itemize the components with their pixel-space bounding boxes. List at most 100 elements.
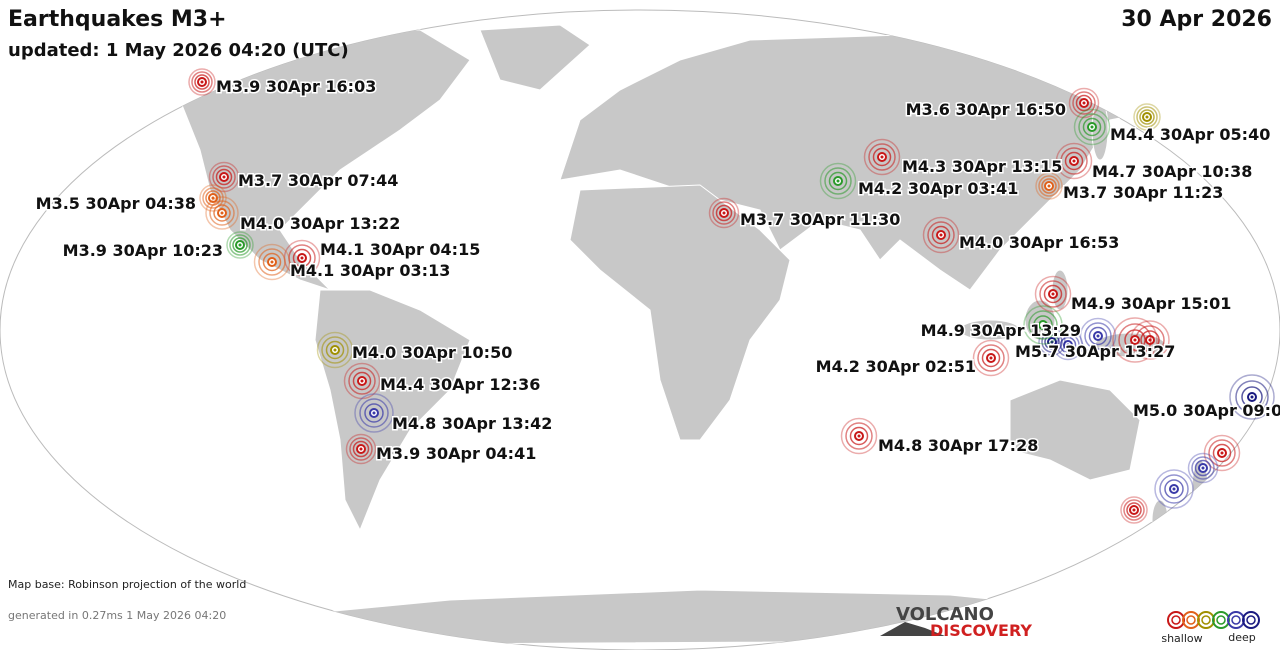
- legend-ring: [1186, 615, 1196, 625]
- quake-label: M3.7 30Apr 07:44: [238, 171, 398, 190]
- quake-core: [222, 175, 226, 179]
- quake-ring: [708, 197, 740, 229]
- quake-ring: [840, 417, 878, 455]
- quake-ring: [359, 398, 389, 428]
- quake-ring: [977, 344, 1005, 372]
- quake-label: M3.9 30Apr 10:23: [63, 241, 223, 260]
- quake: [188, 68, 216, 96]
- quake-core: [300, 256, 304, 260]
- quake-ring: [202, 187, 224, 209]
- quake-ring: [229, 234, 251, 256]
- quake-core: [1096, 334, 1100, 338]
- quake: [226, 231, 254, 259]
- quake-ring: [927, 221, 955, 249]
- quake-ring: [1034, 275, 1072, 313]
- quake-ring: [1078, 113, 1106, 141]
- quake-ring: [1038, 328, 1066, 356]
- quake-ring: [1133, 103, 1161, 131]
- quake-ring: [209, 200, 235, 226]
- quake-ring: [354, 393, 394, 433]
- quake-ring: [343, 362, 381, 400]
- quake-ring: [1123, 499, 1145, 521]
- quake-ring: [1055, 142, 1093, 180]
- quake-label: M4.1 30Apr 04:15: [320, 240, 480, 259]
- quake: [819, 162, 857, 200]
- quake-label: M4.8 30Apr 13:42: [392, 414, 552, 433]
- quake-ring: [1139, 109, 1155, 125]
- quake-label: M3.7 30Apr 11:23: [1063, 183, 1223, 202]
- quake-label: M4.4 30Apr 05:40: [1110, 125, 1270, 144]
- legend-deep: deep: [1228, 631, 1256, 644]
- quake-ring: [1194, 459, 1212, 477]
- quake-ring: [1140, 330, 1160, 350]
- quake-ring: [188, 68, 216, 96]
- quake-core: [1250, 395, 1254, 399]
- quake: [1120, 496, 1148, 524]
- quake-core: [1220, 451, 1224, 455]
- quake-core: [989, 356, 993, 360]
- quake-ring: [1064, 151, 1084, 171]
- quake-ring: [325, 340, 345, 360]
- quake-ring: [348, 367, 376, 395]
- quake-core: [359, 447, 363, 451]
- logo-icon: [880, 622, 945, 636]
- quake-core: [333, 348, 337, 352]
- legend: [1167, 611, 1260, 629]
- quake-ring: [1082, 117, 1102, 137]
- legend-ring: [1227, 611, 1245, 629]
- quake-label: M4.0 30Apr 10:50: [352, 343, 512, 362]
- quake-ring: [1035, 172, 1063, 200]
- quake-ring: [1191, 456, 1215, 480]
- quake-core: [1072, 159, 1076, 163]
- quake-label: M4.0 30Apr 13:22: [240, 214, 400, 233]
- quake: [1055, 142, 1093, 180]
- continents: [108, 24, 1209, 646]
- quake-ring: [1059, 336, 1077, 354]
- quake-ring: [712, 201, 736, 225]
- quake-core: [1133, 338, 1137, 342]
- quake-core: [836, 179, 840, 183]
- quake-label: M5.7 30Apr 13:27: [1015, 342, 1175, 361]
- quake: [1079, 317, 1117, 355]
- quake: [1130, 320, 1170, 360]
- legend-shallow: shallow: [1161, 632, 1202, 645]
- map-base: Map base: Robinson projection of the wor…: [8, 578, 246, 591]
- quake: [1112, 317, 1158, 363]
- quake-label: M4.3 30Apr 13:15: [902, 157, 1062, 176]
- quake-ring: [1073, 108, 1111, 146]
- quake: [1035, 172, 1063, 200]
- quake: [922, 216, 960, 254]
- quake-ring: [849, 426, 869, 446]
- quake: [1073, 108, 1111, 146]
- quake: [1229, 374, 1275, 420]
- quake-label: M4.2 30Apr 03:41: [858, 179, 1018, 198]
- quake-ring: [931, 225, 951, 245]
- quake: [840, 417, 878, 455]
- quake-label: M4.8 30Apr 17:28: [878, 436, 1038, 455]
- quake: [205, 196, 239, 230]
- quake-label: M3.9 30Apr 04:41: [376, 444, 536, 463]
- quake-ring: [1060, 147, 1088, 175]
- quake-ring: [364, 403, 384, 423]
- legend-ring: [1197, 611, 1215, 629]
- quake-ring: [213, 204, 231, 222]
- quake-core: [372, 411, 376, 415]
- quake-ring: [1126, 502, 1142, 518]
- quake-ring: [922, 216, 960, 254]
- quake-core: [1050, 340, 1054, 344]
- quake-label: M4.0 30Apr 16:53: [959, 233, 1119, 252]
- quake-ring: [205, 196, 239, 230]
- quake-core: [1132, 508, 1136, 512]
- quake-ring: [1038, 175, 1060, 197]
- legend-ring: [1171, 615, 1181, 625]
- quakes: M3.9 30Apr 16:03 M3.7 30Apr 07:44 M3.5 30A…: [34, 68, 1280, 524]
- legend-ring: [1182, 611, 1200, 629]
- quake-core: [880, 155, 884, 159]
- quake: [1068, 87, 1100, 119]
- quake-ring: [232, 237, 248, 253]
- quake-core: [1066, 343, 1070, 347]
- quake-ring: [868, 143, 896, 171]
- quake-core: [1047, 184, 1051, 188]
- quake-core: [270, 260, 274, 264]
